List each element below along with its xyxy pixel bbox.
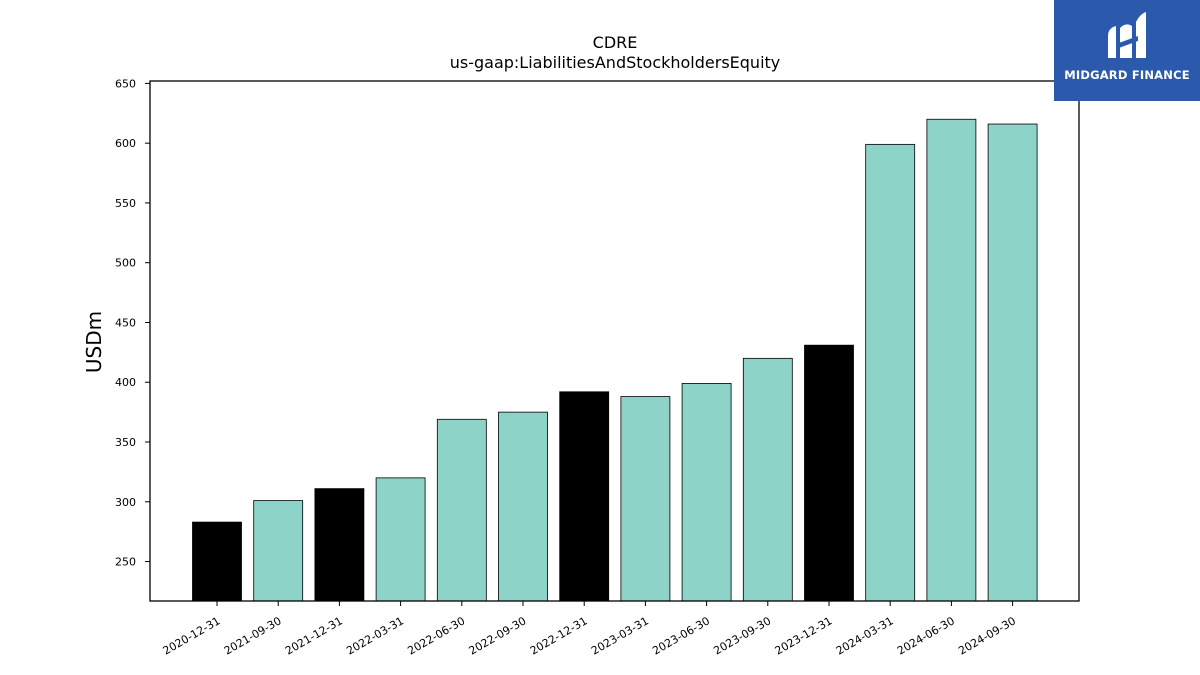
bar-2024-06-30 xyxy=(926,118,977,602)
x-tick-label: 2021-12-31 xyxy=(283,614,345,657)
x-tick-label: 2020-12-31 xyxy=(161,614,223,657)
bar-2023-12-31 xyxy=(804,344,854,602)
x-tick-label: 2024-03-31 xyxy=(834,614,896,657)
y-tick-label: 550 xyxy=(115,197,136,210)
x-tick-label: 2023-12-31 xyxy=(773,614,835,657)
y-tick-label: 500 xyxy=(115,257,136,270)
x-tick-label: 2023-03-31 xyxy=(589,614,651,657)
x-tick-label: 2022-06-30 xyxy=(405,614,467,657)
y-tick-label: 250 xyxy=(115,556,136,569)
x-tick-label: 2024-06-30 xyxy=(895,614,957,657)
y-axis-ticks: 250 300 350 400 450 500 550 600 650 xyxy=(115,77,150,569)
bar-2022-12-31 xyxy=(559,391,610,602)
logo-text: MIDGARD FINANCE xyxy=(1064,68,1190,82)
y-tick-label: 650 xyxy=(115,77,136,90)
chart-title: CDRE xyxy=(593,33,638,52)
bar-2021-09-30 xyxy=(253,500,304,602)
plot-frame xyxy=(149,80,1080,602)
bars-layer xyxy=(192,118,1038,602)
x-tick-label: 2022-12-31 xyxy=(528,614,590,657)
bar-2020-12-31 xyxy=(192,521,242,602)
y-tick-label: 300 xyxy=(115,496,136,509)
x-tick-label: 2023-06-30 xyxy=(650,614,712,657)
bar-2023-09-30 xyxy=(742,357,793,602)
bar-2023-06-30 xyxy=(681,383,732,602)
x-tick-label: 2022-03-31 xyxy=(344,614,406,657)
bar-2021-12-31 xyxy=(314,488,365,602)
x-tick-label: 2023-09-30 xyxy=(711,614,773,657)
bar-2023-03-31 xyxy=(620,396,671,602)
chart-subtitle: us-gaap:LiabilitiesAndStockholdersEquity xyxy=(450,53,781,72)
bar-2024-03-31 xyxy=(865,143,916,602)
x-tick-label: 2024-09-30 xyxy=(956,614,1018,657)
bar-2022-09-30 xyxy=(498,411,548,602)
bar-2022-03-31 xyxy=(375,477,426,602)
y-axis-label: USDm xyxy=(82,311,106,373)
x-tick-label: 2022-09-30 xyxy=(467,614,529,657)
y-tick-label: 450 xyxy=(115,316,136,329)
y-tick-label: 400 xyxy=(115,376,136,389)
brand-logo: MIDGARD FINANCE xyxy=(1054,0,1200,101)
bar-2024-09-30 xyxy=(987,123,1038,602)
bar-2022-06-30 xyxy=(436,418,487,602)
x-axis-ticks: 2020-12-31 2021-09-30 2021-12-31 2022-03-31… xyxy=(161,601,1018,658)
midgard-logo-icon xyxy=(1108,12,1146,58)
y-tick-label: 350 xyxy=(115,436,136,449)
x-tick-label: 2021-09-30 xyxy=(222,614,284,657)
y-tick-label: 600 xyxy=(115,137,136,150)
